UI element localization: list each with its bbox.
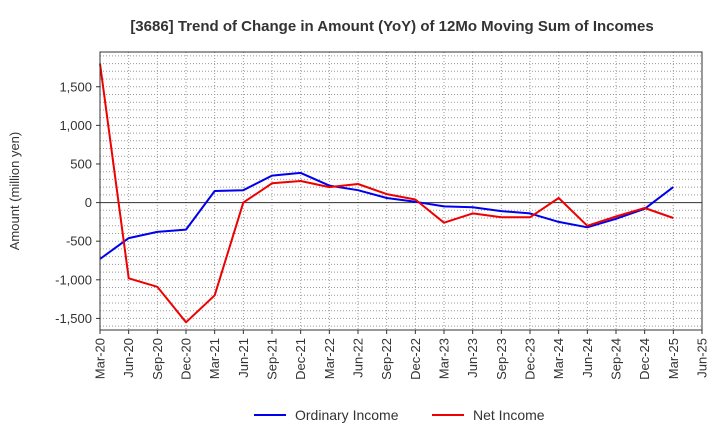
y-axis-label: Amount (million yen) <box>7 132 22 251</box>
x-tick-label: Sep-23 <box>494 338 509 380</box>
x-tick-label: Dec-21 <box>293 338 308 380</box>
y-tick-label: 500 <box>70 156 92 171</box>
grid <box>100 52 702 330</box>
x-tick-label: Jun-24 <box>580 338 595 378</box>
x-axis-ticks: Mar-20 Jun-20 Sep-20 Dec-20 Mar-21 Jun-21 Sep-… <box>93 330 710 380</box>
x-tick-label: Dec-23 <box>523 338 538 380</box>
x-tick-label: Mar-21 <box>207 338 222 379</box>
x-tick-label: Jun-23 <box>465 338 480 378</box>
legend-label: Net Income <box>473 407 545 423</box>
x-tick-label: Jun-21 <box>236 338 251 378</box>
legend: Ordinary Income Net Income <box>254 407 545 423</box>
y-tick-label: -500 <box>66 234 92 249</box>
x-tick-label: Dec-20 <box>179 338 194 380</box>
x-tick-label: Jun-20 <box>121 338 136 378</box>
x-tick-label: Mar-23 <box>437 338 452 379</box>
x-tick-label: Sep-22 <box>379 338 394 380</box>
x-tick-label: Sep-20 <box>150 338 165 380</box>
x-tick-label: Mar-22 <box>322 338 337 379</box>
chart-title: [3686] Trend of Change in Amount (YoY) o… <box>130 18 653 35</box>
y-tick-label: -1,500 <box>55 311 92 326</box>
x-tick-label: Sep-21 <box>265 338 280 380</box>
series-line-ordinary-income <box>100 173 673 259</box>
y-tick-label: 1,500 <box>59 79 92 94</box>
x-tick-label: Mar-25 <box>666 338 681 379</box>
y-axis-ticks: -1,500 -1,000 -500 0 500 1,000 1,500 <box>55 79 100 326</box>
x-tick-label: Mar-24 <box>551 338 566 379</box>
x-tick-label: Sep-24 <box>609 338 624 380</box>
x-tick-label: Dec-22 <box>408 338 423 380</box>
y-tick-label: -1,000 <box>55 272 92 287</box>
legend-label: Ordinary Income <box>295 407 399 423</box>
x-tick-label: Dec-24 <box>637 338 652 380</box>
y-tick-label: 0 <box>85 195 92 210</box>
x-tick-label: Jun-25 <box>695 338 710 378</box>
x-tick-label: Jun-22 <box>351 338 366 378</box>
y-tick-label: 1,000 <box>59 118 92 133</box>
plot-area <box>100 52 702 330</box>
x-tick-label: Mar-20 <box>93 338 108 379</box>
